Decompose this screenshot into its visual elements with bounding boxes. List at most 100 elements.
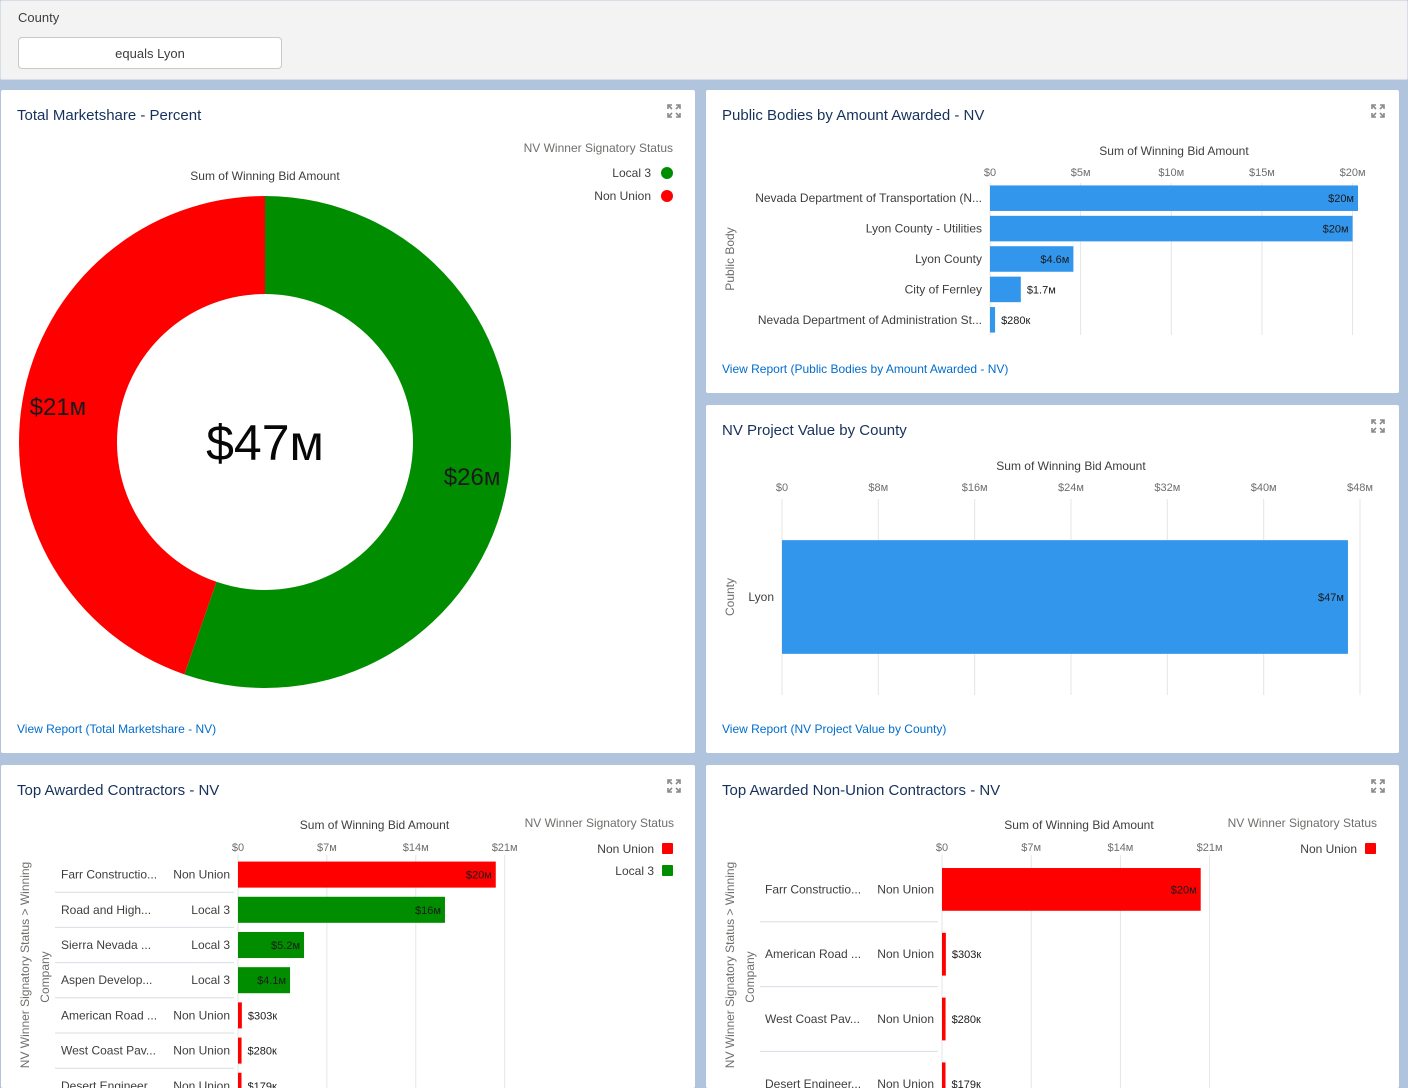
tick-label: $20м: [1340, 167, 1366, 179]
tick-label: $10м: [1158, 167, 1184, 179]
county-value-report-link[interactable]: View Report (NV Project Value by County): [722, 722, 947, 736]
legend-title: NV Winner Signatory Status: [524, 141, 673, 155]
legend-swatch: [661, 190, 673, 202]
nonunion-contractors-card: Top Awarded Non-Union Contractors - NV S…: [706, 765, 1399, 1088]
legend-swatch: [1365, 843, 1376, 854]
bar[interactable]: [238, 931, 305, 959]
bar[interactable]: [942, 932, 946, 976]
public-bodies-chart: Sum of Winning Bid Amount $0 $5м $10м $15м $2…: [723, 144, 1366, 335]
category-label: Lyon: [748, 590, 774, 604]
category-label: Lyon County: [915, 252, 982, 266]
status-label: Non Union: [173, 1008, 230, 1022]
donut-slice[interactable]: [19, 196, 266, 675]
value-label: $20м: [1328, 193, 1354, 205]
legend-swatch: [662, 865, 673, 876]
status-label: Non Union: [877, 1077, 934, 1088]
legend-swatch: [662, 843, 673, 854]
legend-item: Local 3: [615, 864, 654, 878]
tick-label: $0: [232, 842, 244, 854]
status-label: Non Union: [877, 1012, 934, 1026]
county-filter-button[interactable]: equals Lyon: [18, 37, 282, 69]
bar[interactable]: [238, 896, 445, 923]
county-value-card: NV Project Value by County Sum of Winnin…: [706, 405, 1399, 753]
y-axis-inner-label: Company: [743, 951, 757, 1002]
tick-label: $21м: [1197, 842, 1223, 854]
bar[interactable]: [238, 1002, 242, 1029]
bar[interactable]: [990, 307, 996, 333]
bar[interactable]: [238, 1072, 242, 1088]
tick-label: $5м: [1071, 167, 1091, 179]
company-label: Farr Constructio...: [61, 868, 157, 882]
marketshare-card: Total Marketshare - Percent Sum of Winni…: [1, 90, 695, 753]
value-label: $4.6м: [1040, 254, 1069, 266]
public-bodies-card: Public Bodies by Amount Awarded - NV Sum…: [706, 90, 1399, 393]
nonunion-contractors-title: Top Awarded Non-Union Contractors - NV: [722, 782, 1001, 799]
legend-title: NV Winner Signatory Status: [525, 816, 674, 830]
legend-item: Local 3: [612, 166, 651, 180]
marketshare-chart: Sum of Winning Bid Amount NV Winner Signa…: [19, 141, 673, 689]
slice-label: $21м: [30, 394, 87, 421]
tick-label: $40м: [1251, 482, 1277, 494]
company-label: Desert Engineer...: [61, 1079, 157, 1088]
top-contractors-chart: Sum of Winning Bid Amount NV Winner Signa…: [18, 816, 674, 1088]
bar[interactable]: [990, 185, 1358, 211]
status-label: Non Union: [173, 1079, 230, 1088]
filter-label: County: [18, 10, 60, 25]
company-label: American Road ...: [61, 1008, 157, 1022]
bar[interactable]: [942, 868, 1201, 911]
chart-title: Sum of Winning Bid Amount: [996, 459, 1146, 473]
tick-label: $14м: [403, 842, 429, 854]
tick-label: $0: [776, 482, 788, 494]
expand-icon[interactable]: [667, 104, 681, 118]
status-label: Local 3: [191, 938, 230, 952]
value-label: $20м: [1171, 884, 1197, 896]
y-axis-label: County: [723, 578, 737, 616]
legend-item: Non Union: [1300, 842, 1357, 856]
bar[interactable]: [782, 540, 1348, 654]
status-label: Local 3: [191, 903, 230, 917]
top-contractors-card: Top Awarded Contractors - NV Sum of Winn…: [1, 765, 695, 1088]
value-label: $179к: [248, 1081, 277, 1088]
value-label: $1.7м: [1027, 284, 1056, 296]
category-label: Nevada Department of Administration St..…: [758, 313, 982, 327]
expand-icon[interactable]: [1371, 104, 1385, 118]
tick-label: $48м: [1347, 482, 1373, 494]
bar[interactable]: [238, 967, 291, 994]
value-label: $303к: [248, 1010, 277, 1022]
filter-bar: County equals Lyon: [0, 0, 1408, 80]
value-label: $47м: [1318, 592, 1344, 604]
bar[interactable]: [990, 215, 1353, 242]
bar[interactable]: [238, 861, 496, 888]
value-label: $5.2м: [271, 940, 300, 952]
public-bodies-report-link[interactable]: View Report (Public Bodies by Amount Awa…: [722, 362, 1009, 376]
company-label: American Road ...: [765, 947, 861, 961]
bar[interactable]: [942, 1062, 946, 1088]
status-label: Non Union: [877, 882, 934, 896]
tick-label: $7м: [317, 842, 337, 854]
bar[interactable]: [990, 276, 1021, 303]
y-axis-label: Public Body: [723, 227, 737, 290]
bar[interactable]: [990, 246, 1074, 272]
tick-label: $7м: [1021, 842, 1041, 854]
tick-label: $8м: [868, 482, 888, 494]
tick-label: $15м: [1249, 167, 1275, 179]
bar[interactable]: [942, 997, 946, 1041]
tick-label: $0: [984, 167, 996, 179]
value-label: $20м: [1323, 224, 1349, 236]
expand-icon[interactable]: [667, 779, 681, 793]
y-axis-outer-label: NV Winner Signatory Status > Winning: [723, 862, 737, 1068]
bar[interactable]: [238, 1037, 242, 1064]
marketshare-report-link[interactable]: View Report (Total Marketshare - NV): [17, 722, 217, 736]
donut-slice[interactable]: [184, 196, 512, 689]
category-label: Lyon County - Utilities: [866, 222, 982, 236]
expand-icon[interactable]: [1371, 419, 1385, 433]
category-label: Nevada Department of Transportation (N..…: [755, 191, 982, 205]
public-bodies-title: Public Bodies by Amount Awarded - NV: [722, 107, 985, 124]
chart-title: Sum of Winning Bid Amount: [300, 818, 450, 832]
tick-label: $24м: [1058, 482, 1084, 494]
legend-title: NV Winner Signatory Status: [1228, 816, 1377, 830]
company-label: Desert Engineer...: [765, 1077, 861, 1088]
nonunion-contractors-chart: Sum of Winning Bid Amount NV Winner Signa…: [723, 816, 1377, 1088]
expand-icon[interactable]: [1371, 779, 1385, 793]
company-label: Aspen Develop...: [61, 973, 152, 987]
